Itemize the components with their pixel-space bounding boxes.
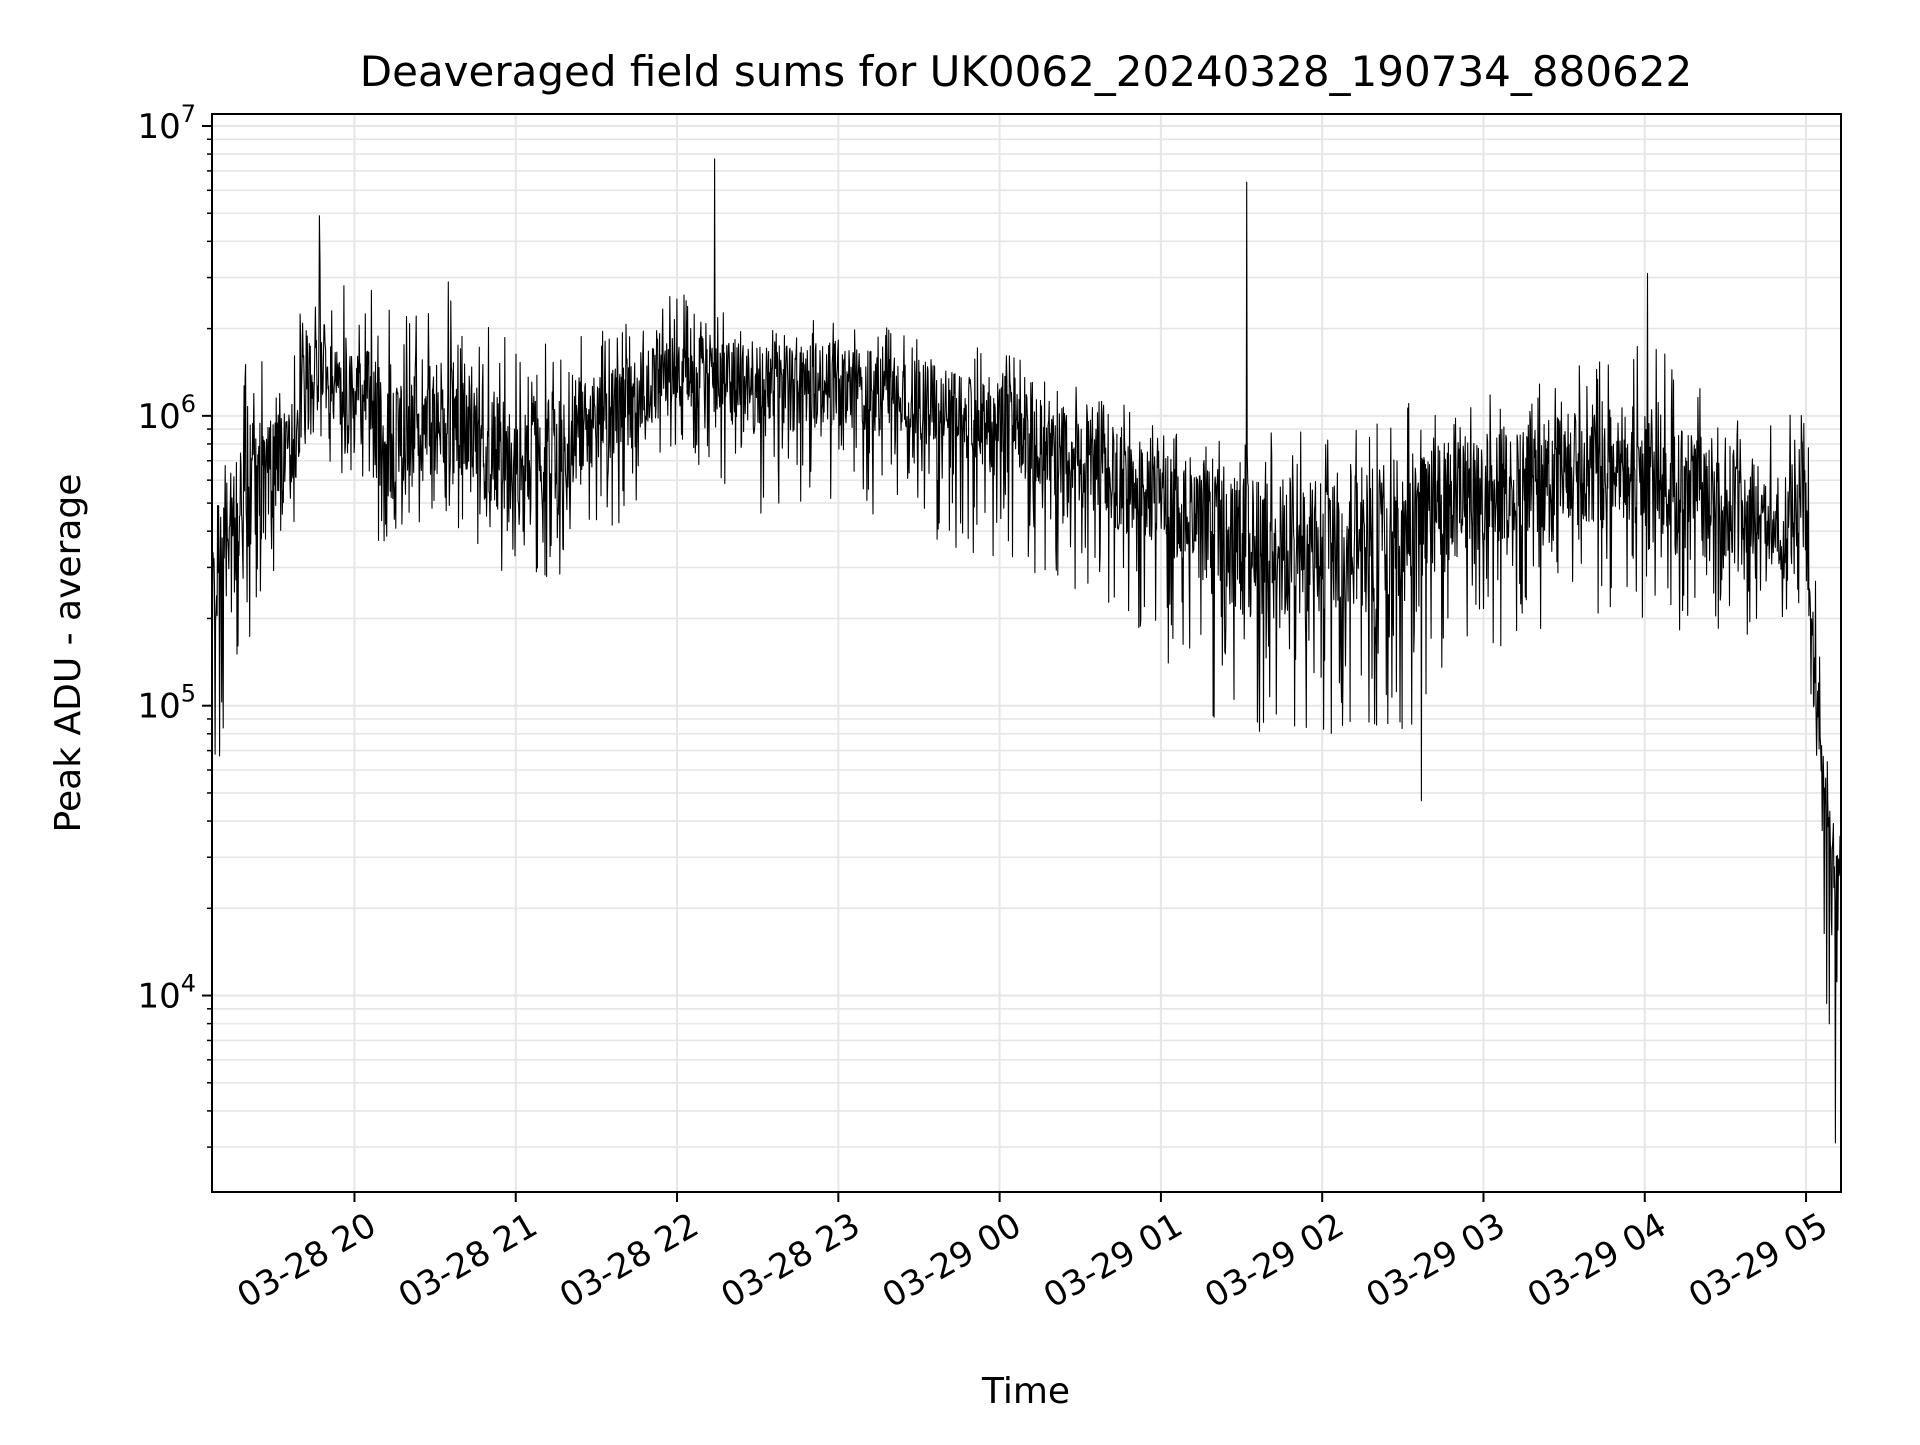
y-tick-label: 106	[137, 390, 196, 437]
y-tick-label: 107	[137, 100, 196, 147]
y-tick-label: 104	[137, 970, 196, 1017]
chart-title: Deaveraged field sums for UK0062_2024032…	[360, 47, 1692, 96]
y-tick-label: 105	[137, 680, 196, 727]
y-axis-ticks: 104 105 106 107	[137, 100, 212, 1148]
plot-area-frame	[211, 113, 1842, 1193]
x-axis-label: Time	[981, 1371, 1070, 1412]
y-axis-label: Peak ADU - average	[48, 474, 89, 833]
series	[211, 158, 1842, 1144]
data-series-line	[211, 158, 1842, 1144]
grid	[212, 114, 1841, 1192]
